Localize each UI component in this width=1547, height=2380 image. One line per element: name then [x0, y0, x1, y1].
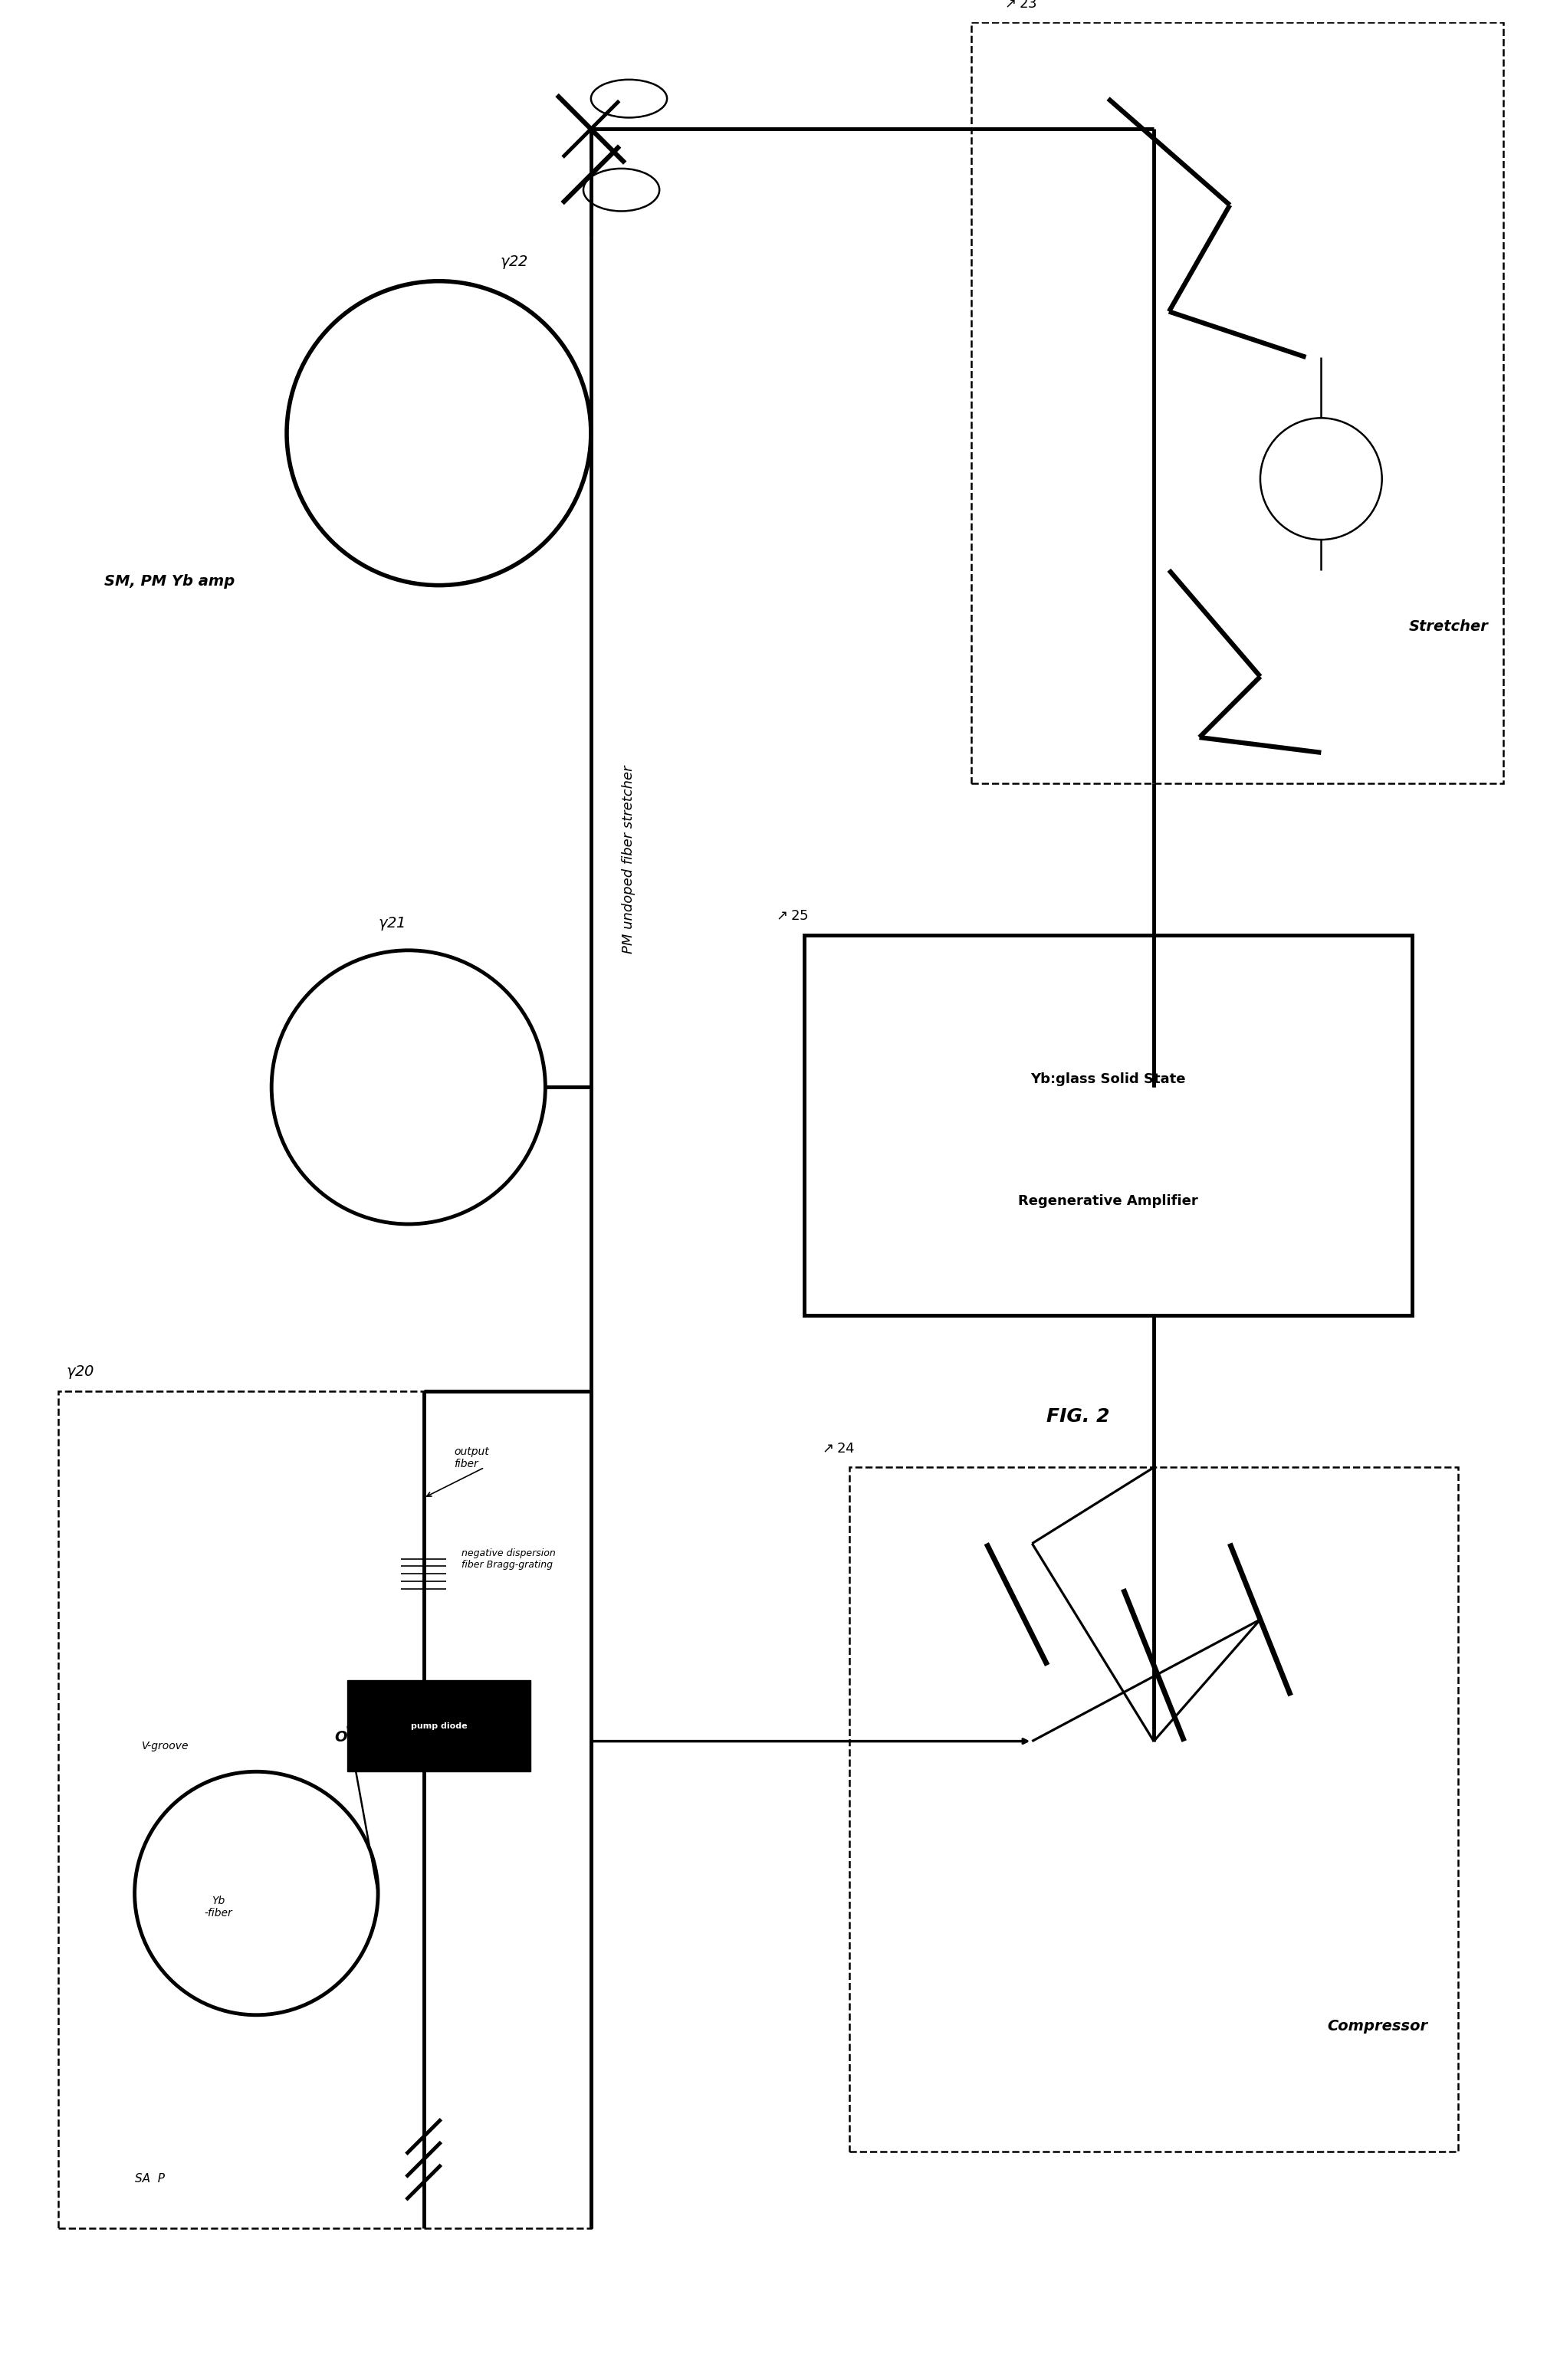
Text: Output: Output	[334, 1730, 393, 1745]
Text: Yb:glass Solid State: Yb:glass Solid State	[1030, 1073, 1185, 1088]
Bar	[804, 935, 1412, 1316]
Text: Compressor: Compressor	[1327, 2018, 1428, 2033]
Bar	[348, 1680, 531, 1771]
Text: negative dispersion
fiber Bragg-grating: negative dispersion fiber Bragg-grating	[461, 1547, 555, 1568]
Text: $\nearrow$25: $\nearrow$25	[774, 909, 809, 923]
Text: Stretcher: Stretcher	[1409, 619, 1488, 633]
Text: PM undoped fiber stretcher: PM undoped fiber stretcher	[622, 764, 636, 952]
Text: Yb
-fiber: Yb -fiber	[204, 1894, 232, 1918]
Text: Regenerative Amplifier: Regenerative Amplifier	[1018, 1195, 1197, 1209]
Text: output
fiber: output fiber	[455, 1447, 489, 1471]
Text: V-groove: V-groove	[141, 1740, 189, 1752]
Text: $\nearrow$23: $\nearrow$23	[1001, 0, 1036, 10]
Text: $\gamma$21: $\gamma$21	[377, 916, 405, 933]
Text: pump diode: pump diode	[410, 1723, 467, 1730]
Text: $\gamma$22: $\gamma$22	[500, 255, 528, 271]
Text: FIG. 2: FIG. 2	[1046, 1407, 1109, 1426]
Text: $\nearrow$24: $\nearrow$24	[818, 1442, 854, 1454]
Text: SM, PM Yb amp: SM, PM Yb amp	[104, 574, 235, 588]
Text: SA  P: SA P	[135, 2173, 164, 2185]
Text: $\gamma$20: $\gamma$20	[67, 1364, 94, 1380]
